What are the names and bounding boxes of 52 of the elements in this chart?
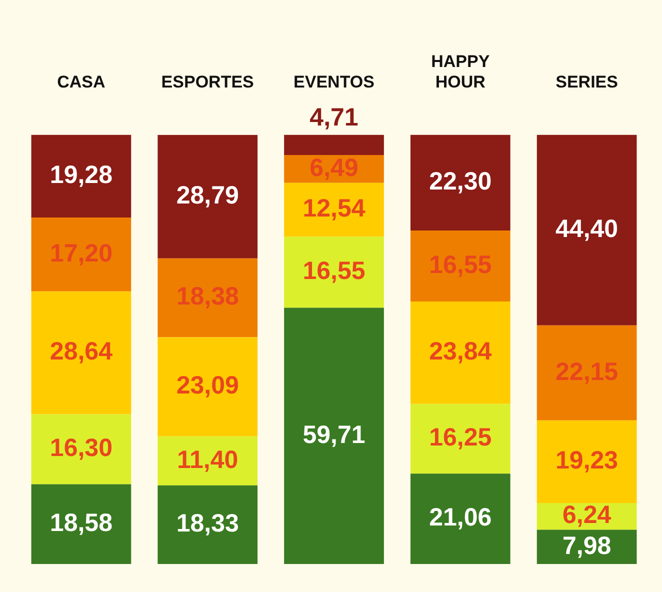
data-label: 18,58 [50,509,113,538]
bar [284,308,384,564]
data-label: 59,71 [302,420,366,449]
data-label: 18,38 [176,282,239,311]
data-label: 17,20 [50,239,112,268]
x-tick-label: CASA [57,72,106,92]
data-label: 16,55 [429,250,492,279]
bar [284,134,384,156]
data-label: 16,25 [429,424,492,452]
data-label: 44,40 [556,214,618,243]
bar [31,218,132,292]
x-tick-label: HAPPY HOUR [431,52,490,92]
data-label: 7,98 [562,532,612,560]
x-tick-label: ESPORTES [161,72,254,92]
x-tick-label: EVENTOS [294,72,374,92]
x-tick-label: SERIES [556,72,618,92]
bar [31,484,132,564]
data-label: 19,23 [556,446,618,475]
bar [410,230,510,302]
data-label: 28,64 [50,338,113,366]
bar [31,414,132,484]
data-label: 23,84 [429,338,492,366]
bar [158,485,258,564]
data-label: 18,33 [176,510,239,538]
bar [410,404,510,474]
data-label: 28,79 [176,182,239,210]
data-label: 6,49 [310,154,358,182]
data-label: 6,24 [562,501,612,530]
data-label: 21,06 [429,504,492,532]
bar [158,134,258,258]
bar [410,474,510,564]
bar [410,302,510,404]
bar [284,236,384,308]
bar [31,291,132,414]
bar [410,134,510,231]
bar [31,134,132,218]
data-label: 16,55 [302,257,366,286]
data-label: 23,09 [176,372,239,400]
data-label: 19,28 [50,161,113,190]
data-label: 12,54 [302,194,366,223]
data-label: 22,30 [429,168,492,196]
bar [158,258,258,338]
data-label: 4,71 [310,104,358,132]
data-label: 11,40 [177,446,238,474]
bar [536,420,637,503]
bar [158,436,258,486]
bar [158,337,258,436]
bar [536,134,637,326]
data-label: 16,30 [50,434,112,462]
bar [284,182,384,237]
data-label: 22,15 [556,358,618,386]
bar [536,325,637,420]
